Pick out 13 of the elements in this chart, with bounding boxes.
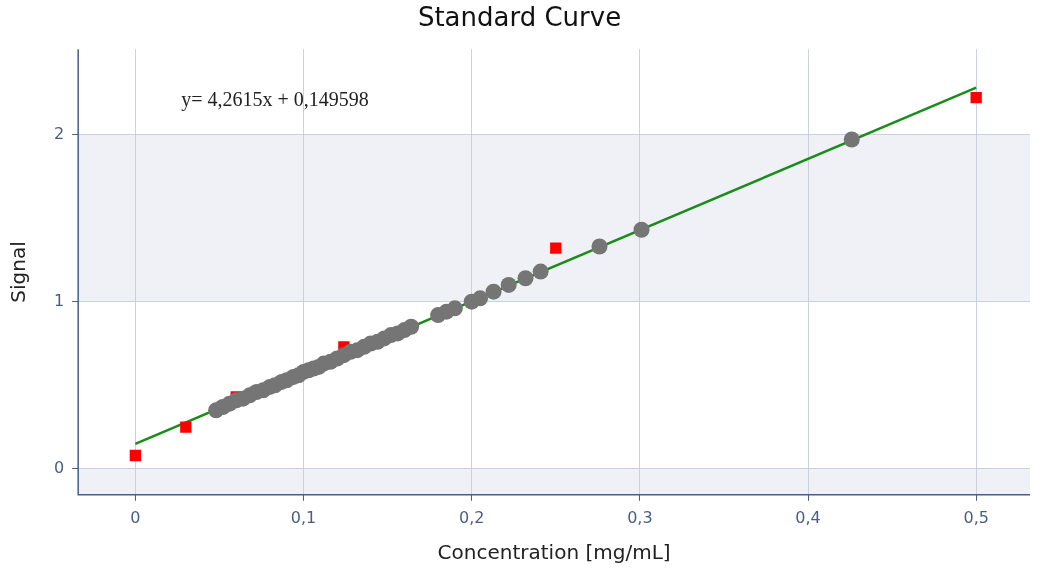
x-tick-label: 0,5 <box>963 507 989 527</box>
y-tick-label: 0 <box>53 458 65 478</box>
x-tick-label: 0,3 <box>627 507 653 527</box>
x-axis-title: Concentration [mg/mL] <box>437 540 671 565</box>
y-tick-label: 2 <box>53 123 65 143</box>
x-tick-label: 0,2 <box>458 507 485 527</box>
y-tick-label: 1 <box>53 290 65 310</box>
y-axis-title: Signal <box>6 241 31 303</box>
x-tick-label: 0,4 <box>795 507 821 527</box>
chart-title: Standard Curve <box>417 2 622 33</box>
x-tick-label: 0,1 <box>290 507 317 527</box>
x-tick-label: 0 <box>130 507 141 527</box>
annotation: y= 4,2615x + 0,149598 <box>181 88 369 112</box>
